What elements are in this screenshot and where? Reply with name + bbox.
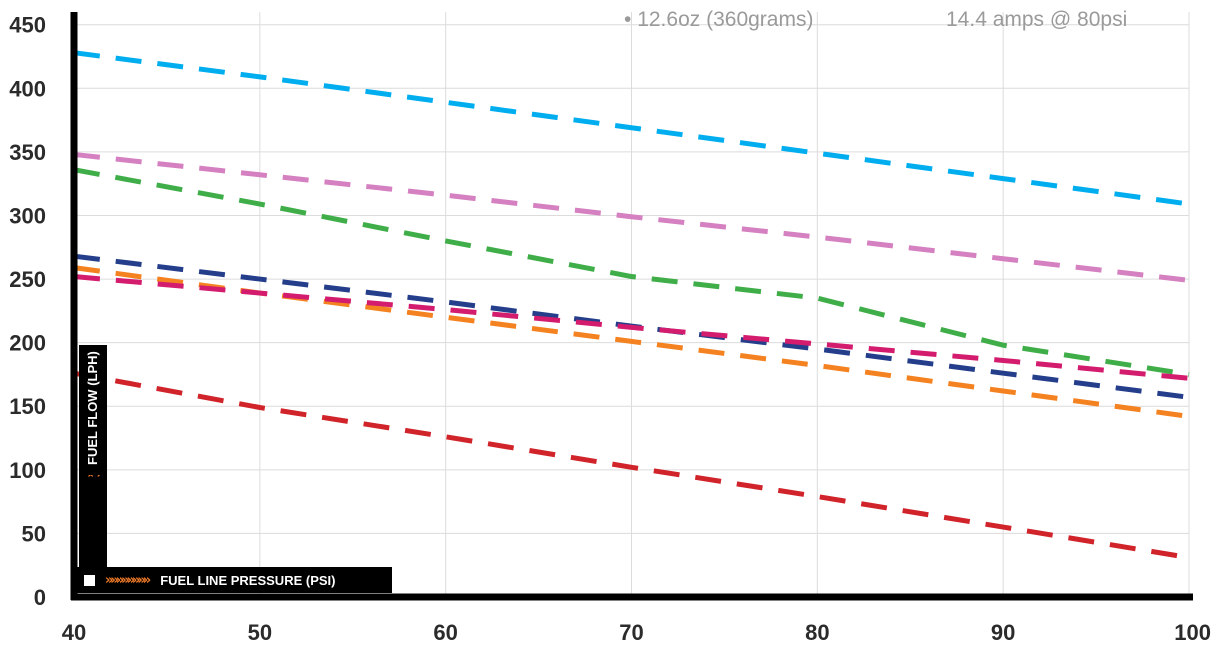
amps-note: 14.4 amps @ 80psi [946,8,1128,31]
series-line-1 [73,50,1190,207]
x-tick-label: 90 [991,620,1015,645]
series-line-6 [73,274,1190,381]
x-tick-label: 80 [805,620,829,645]
y-tick-label: 150 [9,394,46,419]
y-tick-label: 450 [9,13,46,38]
chevron-up-icon: ⌃⌃⌃⌃⌃⌃⌃⌃⌃⌃⌃⌃⌃ [86,475,100,485]
x-tick-label: 100 [1174,620,1211,645]
x-tick-label: 50 [248,620,272,645]
y-tick-label: 100 [9,458,46,483]
x-tick-label: 70 [619,620,643,645]
square-icon [84,574,95,586]
x-axis-label-box: »»»»»»»» FUEL LINE PRESSURE (PSI) [74,567,392,593]
y-tick-label: 300 [9,203,46,228]
chevron-right-icon: »»»»»»»» [105,572,151,588]
weight-note-text: 12.6oz (360grams) [637,8,814,31]
y-axis-label-box [79,345,107,570]
x-tick-label: 40 [62,620,86,645]
grid [74,12,1190,597]
series-group [73,50,1190,561]
x-tick-label: 60 [433,620,457,645]
series-line-7 [73,370,1190,561]
y-tick-label: 200 [9,331,46,356]
tick-labels: 0 50 100 150 200 250 300 350 400 450 40 50 60 70 80 90 1… [9,13,1211,645]
y-tick-label: 400 [9,76,46,101]
y-tick-label: 50 [22,521,46,546]
series-line-3 [73,167,1190,377]
y-tick-label: 350 [9,140,46,165]
y-axis-label: FUEL FLOW (LPH) [85,351,100,465]
x-axis-label: FUEL LINE PRESSURE (PSI) [160,572,336,588]
y-tick-label: 250 [9,267,46,292]
series-line-2 [73,151,1190,283]
weight-note: • 12.6oz (360grams) [624,8,813,32]
bullet-icon: • [624,8,632,31]
y-tick-label: 0 [34,585,46,610]
